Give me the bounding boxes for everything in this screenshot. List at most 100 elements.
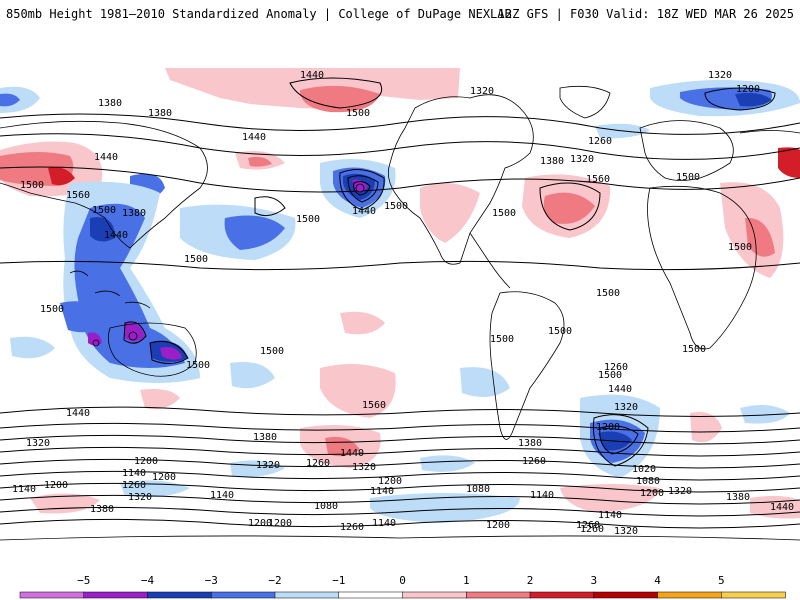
contour-label: 1380	[90, 504, 114, 515]
colorbar-swatch	[402, 591, 467, 599]
positive-anomaly-area	[300, 85, 380, 113]
contour-label: 1440	[66, 408, 90, 419]
map-panel[interactable]: 1440 1320 1380 1380 1320 1200 1500 1440 …	[0, 68, 800, 550]
contour-label: 1260	[580, 524, 604, 535]
contour-label: 1260	[604, 362, 628, 373]
contour-label: 1440	[608, 384, 632, 395]
contour-label: 1200	[596, 422, 620, 433]
map-title: 850mb Height 1981–2010 Standardized Anom…	[6, 7, 512, 21]
contour-label: 1320	[614, 402, 638, 413]
low-center-marker	[128, 331, 138, 341]
contour-label: 1200	[736, 84, 760, 95]
contour-label: 1320	[352, 462, 376, 473]
negative-anomaly-area	[90, 217, 115, 242]
positive-anomaly-area	[560, 484, 660, 513]
contour-label: 1500	[492, 208, 516, 219]
contour-label: 1500	[676, 172, 700, 183]
contour-label: 1380	[148, 108, 172, 119]
contour-label: 1320	[470, 86, 494, 97]
contour-label: 1500	[346, 108, 370, 119]
negative-anomaly-area	[230, 362, 275, 389]
colorbar-tick-label: −4	[141, 574, 155, 587]
contour-label: 1500	[184, 254, 208, 265]
colorbar-tick-label: 0	[399, 574, 406, 587]
contour-label: 1200	[378, 476, 402, 487]
contour-label: 1140	[598, 510, 622, 521]
colorbar-tick-label: 3	[590, 574, 597, 587]
colorbar-swatch	[657, 591, 722, 599]
contour-label: 1200	[486, 520, 510, 531]
contour-label: 1560	[66, 190, 90, 201]
contour-label: 1140	[370, 486, 394, 497]
positive-anomaly-area	[690, 412, 722, 443]
contour-label: 1320	[256, 460, 280, 471]
contour-label: 1260	[588, 136, 612, 147]
contour-label: 1500	[296, 214, 320, 225]
coastlines	[0, 85, 800, 541]
colorbar-swatch	[274, 591, 340, 599]
colorbar: −5 −4 −3 −2 −1 0 1 2 3 4 5	[0, 565, 800, 600]
contour-label: 1260	[340, 522, 364, 533]
contour-label: 1500	[20, 180, 44, 191]
positive-anomaly-area	[140, 389, 180, 410]
colorbar-swatch	[19, 591, 85, 599]
contour-label: 1260	[522, 456, 546, 467]
contour-label: 1500	[490, 334, 514, 345]
contour-label: 1500	[596, 288, 620, 299]
height-contours	[0, 77, 800, 529]
negative-anomaly-area	[60, 301, 110, 333]
contour-label: 1140	[210, 490, 234, 501]
colorbar-tick-label: 2	[527, 574, 534, 587]
colorbar-swatch	[83, 591, 149, 599]
negative-anomaly-area	[160, 347, 182, 360]
colorbar-swatches	[19, 591, 786, 599]
contour-label: 1380	[540, 156, 564, 167]
negative-anomaly-area	[370, 493, 520, 523]
contour-label: 1320	[128, 492, 152, 503]
pressure-center-markers	[92, 183, 365, 347]
contour-label: 1260	[576, 520, 600, 531]
contour-label: 1200	[248, 518, 272, 529]
colorbar-swatch	[211, 591, 276, 599]
contour-label: 1080	[636, 476, 660, 487]
contour-label: 1440	[104, 230, 128, 241]
contour-label: 1440	[94, 152, 118, 163]
contour-label: 1380	[518, 438, 542, 449]
contour-label: 1140	[372, 518, 396, 529]
contour-label: 1380	[122, 208, 146, 219]
contour-label: 1140	[530, 490, 554, 501]
colorbar-tick-label: −5	[77, 574, 90, 587]
colorbar-swatch	[338, 591, 404, 599]
contour-label: 1440	[300, 70, 324, 81]
colorbar-tick-label: 1	[463, 574, 470, 587]
contour-label: 1560	[586, 174, 610, 185]
contour-label: 1320	[26, 438, 50, 449]
contour-label: 1320	[614, 526, 638, 537]
negative-anomaly-area	[0, 93, 20, 107]
colorbar-ticks: −5 −4 −3 −2 −1 0 1 2 3 4 5	[77, 574, 724, 587]
positive-anomaly-area	[30, 493, 100, 514]
contour-label: 1440	[242, 132, 266, 143]
contour-label: 1020	[632, 464, 656, 475]
contour-label: 1380	[726, 492, 750, 503]
contour-label: 1440	[340, 448, 364, 459]
colorbar-tick-label: 4	[654, 574, 661, 587]
contour-label: 1320	[570, 154, 594, 165]
contour-label: 1500	[384, 201, 408, 212]
positive-anomaly-area	[778, 147, 800, 178]
colorbar-swatch	[147, 591, 212, 599]
contour-label: 1200	[640, 488, 664, 499]
contour-labels: 1440 1320 1380 1380 1320 1200 1500 1440 …	[12, 70, 794, 537]
positive-anomaly-area	[420, 183, 480, 243]
negative-anomaly-area	[420, 455, 475, 472]
low-center-marker	[355, 183, 365, 193]
contour-label: 1500	[40, 304, 64, 315]
run-info: 12Z GFS | F030 Valid: 18Z WED MAR 26 202…	[497, 7, 794, 21]
contour-label: 1260	[306, 458, 330, 469]
header: 850mb Height 1981–2010 Standardized Anom…	[0, 0, 800, 30]
contour-label: 1500	[186, 360, 210, 371]
contour-label: 1500	[92, 205, 116, 216]
colorbar-tick-label: −1	[332, 574, 345, 587]
negative-anomaly-area	[74, 203, 185, 368]
negative-anomaly-area	[224, 215, 285, 250]
